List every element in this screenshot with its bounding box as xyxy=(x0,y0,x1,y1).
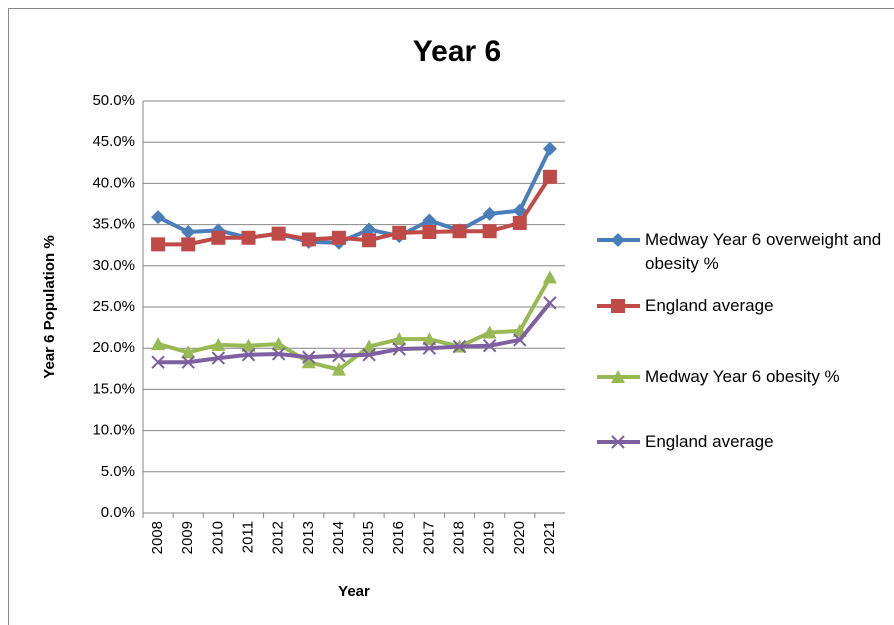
legend-label: England average xyxy=(645,296,774,315)
x-tick-label: 2014 xyxy=(330,521,347,554)
marker xyxy=(543,296,557,310)
marker xyxy=(331,362,346,376)
legend-marker xyxy=(611,233,625,247)
x-tick-label: 2017 xyxy=(420,521,437,554)
marker xyxy=(392,332,407,346)
marker xyxy=(151,237,166,252)
marker xyxy=(362,222,377,237)
marker xyxy=(482,339,497,353)
y-tick-label: 0.0% xyxy=(101,504,135,521)
marker xyxy=(422,225,437,240)
y-tick-label: 30.0% xyxy=(92,257,135,274)
marker xyxy=(482,325,497,339)
marker xyxy=(422,332,437,346)
x-tick-label: 2018 xyxy=(450,521,467,554)
marker xyxy=(211,351,226,365)
legend-label: Medway Year 6 obesity % xyxy=(645,367,840,386)
marker xyxy=(362,348,376,362)
legend-marker xyxy=(611,370,625,383)
marker xyxy=(542,141,557,156)
marker xyxy=(482,224,497,239)
x-tick-label: 2010 xyxy=(209,521,226,554)
legend-label: Medway Year 6 overweight and obesity % xyxy=(645,230,882,273)
marker xyxy=(271,226,286,241)
marker xyxy=(241,348,256,362)
marker xyxy=(362,233,377,248)
marker xyxy=(452,224,467,239)
y-axis-label: Year 6 Population % xyxy=(41,235,58,378)
chart-title: Year 6 xyxy=(413,35,501,68)
marker xyxy=(241,338,256,352)
marker xyxy=(452,339,467,354)
y-tick-label: 50.0% xyxy=(92,92,135,109)
x-tick-label: 2015 xyxy=(360,521,377,554)
x-axis-label: Year xyxy=(338,583,370,600)
marker xyxy=(271,337,286,351)
y-tick-label: 35.0% xyxy=(92,216,135,233)
marker xyxy=(422,213,437,228)
marker xyxy=(181,237,196,252)
marker xyxy=(512,215,527,230)
marker xyxy=(392,342,406,356)
marker xyxy=(211,337,226,351)
marker xyxy=(301,355,316,369)
marker xyxy=(542,169,557,184)
chart-frame xyxy=(8,8,894,625)
marker xyxy=(542,270,557,284)
y-tick-label: 45.0% xyxy=(92,133,135,150)
marker xyxy=(482,206,497,221)
marker xyxy=(331,230,346,245)
marker xyxy=(302,350,316,364)
x-tick-label: 2008 xyxy=(149,521,166,554)
x-tick-label: 2012 xyxy=(270,521,287,554)
x-tick-label: 2016 xyxy=(390,521,407,554)
x-tick-label: 2021 xyxy=(541,521,558,554)
marker xyxy=(151,210,166,225)
legend-label: England average xyxy=(645,432,774,451)
x-tick-label: 2019 xyxy=(481,521,498,554)
x-tick-label: 2009 xyxy=(179,521,196,554)
marker xyxy=(422,341,437,355)
marker xyxy=(332,348,346,363)
marker xyxy=(392,225,407,240)
x-tick-label: 2020 xyxy=(511,521,528,554)
y-tick-label: 40.0% xyxy=(92,174,135,191)
marker xyxy=(151,337,166,351)
marker xyxy=(241,230,256,245)
marker xyxy=(513,333,527,347)
marker xyxy=(181,355,195,369)
series-line xyxy=(158,301,552,365)
marker xyxy=(211,230,226,245)
marker xyxy=(362,339,377,353)
y-tick-label: 20.0% xyxy=(92,339,135,356)
marker xyxy=(151,355,165,369)
marker xyxy=(181,225,196,240)
legend-marker xyxy=(611,299,625,313)
y-tick-label: 15.0% xyxy=(92,380,135,397)
y-tick-label: 5.0% xyxy=(101,463,135,480)
marker xyxy=(181,345,196,359)
y-tick-label: 10.0% xyxy=(92,422,135,439)
legend-marker xyxy=(611,435,625,449)
x-tick-label: 2011 xyxy=(239,521,256,553)
marker xyxy=(271,347,286,361)
marker xyxy=(301,232,316,247)
x-tick-label: 2013 xyxy=(300,521,317,554)
y-tick-label: 25.0% xyxy=(92,298,135,315)
